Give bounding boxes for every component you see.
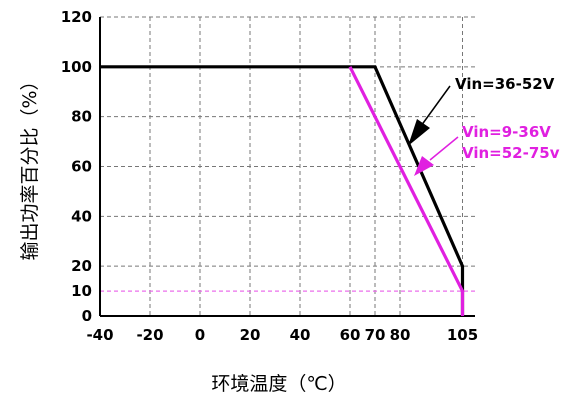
arrow-black-head — [408, 119, 430, 146]
x-tick-label: -40 — [86, 326, 113, 344]
x-axis-label: 环境温度（℃） — [211, 373, 346, 395]
arrow-magenta-shaft — [429, 136, 459, 161]
x-tick-label: 105 — [447, 326, 478, 344]
x-tick-label: -20 — [136, 326, 163, 344]
annotation-vin-9-36: Vin=9-36V — [462, 123, 551, 141]
y-tick-label: 10 — [71, 282, 92, 300]
x-tick-label: 40 — [290, 326, 311, 344]
y-tick-label: 100 — [61, 58, 92, 76]
series-line-2 — [348, 66, 465, 316]
arrow-black-shaft — [420, 85, 451, 127]
arrow-magenta-head — [414, 156, 434, 176]
x-tick-label: 0 — [195, 326, 205, 344]
y-tick-labels: 0 10 20 40 60 80 100 120 — [61, 8, 92, 325]
y-tick-label: 20 — [71, 257, 92, 275]
x-tick-label: 80 — [390, 326, 411, 344]
x-tick-label: 20 — [240, 326, 261, 344]
annotation-vin-52-75: Vin=52-75v — [462, 144, 560, 162]
y-tick-label: 0 — [82, 307, 92, 325]
series-line-1 — [100, 65, 465, 316]
y-tick-label: 120 — [61, 8, 92, 26]
annotations: Vin=36-52V Vin=9-36V Vin=52-75v — [408, 75, 560, 176]
annotation-vin-36-52: Vin=36-52V — [455, 75, 555, 93]
series-lines — [100, 65, 465, 316]
y-tick-label: 80 — [71, 108, 92, 126]
x-tick-label: 60 — [340, 326, 361, 344]
y-axis-label: 输出功率百分比（%） — [19, 71, 41, 260]
y-tick-label: 60 — [71, 158, 92, 176]
x-tick-labels: -40 -20 0 20 40 60 70 80 105 — [86, 326, 478, 344]
y-tick-label: 40 — [71, 207, 92, 225]
x-tick-label: 70 — [365, 326, 386, 344]
